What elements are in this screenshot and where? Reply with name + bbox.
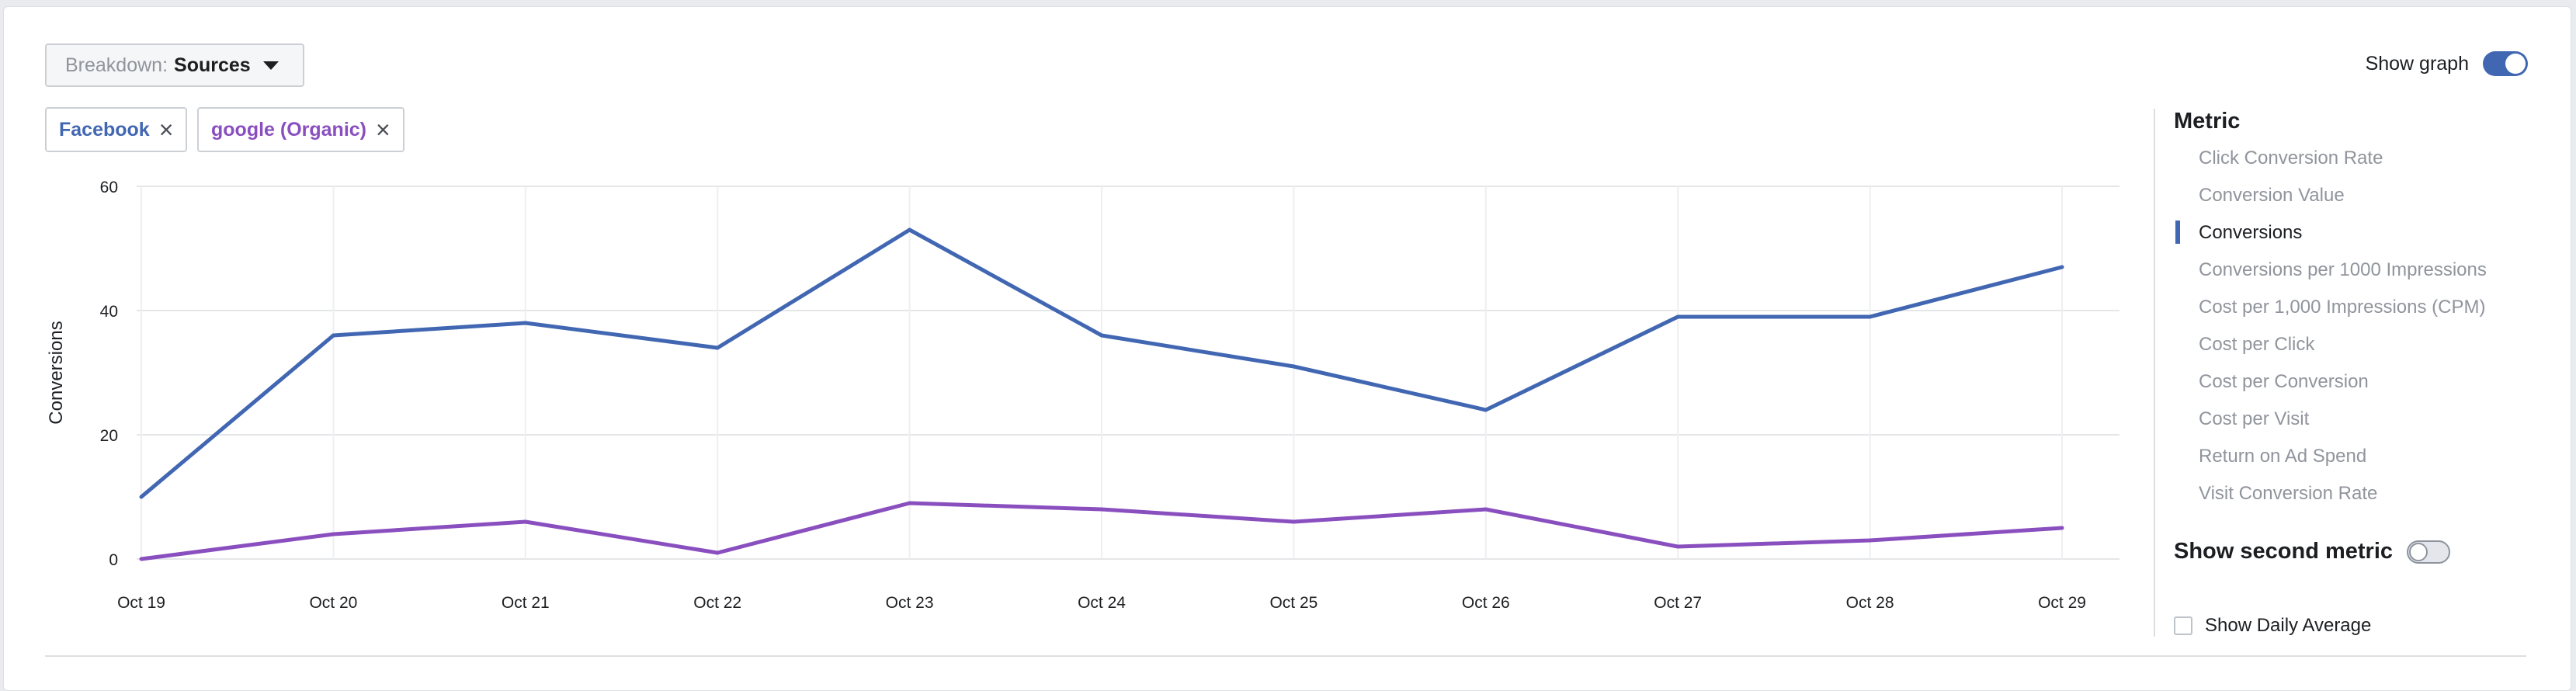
breakdown-value: Sources: [174, 54, 251, 76]
metric-item[interactable]: Cost per Conversion: [2199, 371, 2369, 392]
metric-item[interactable]: Conversions per 1000 Impressions: [2199, 259, 2487, 280]
divider: [45, 655, 2526, 657]
data-point: [139, 557, 144, 561]
show-graph-toggle[interactable]: [2483, 51, 2528, 76]
x-tick-label: Oct 29: [2038, 594, 2086, 612]
breakdown-label: Breakdown:: [65, 54, 168, 76]
second-metric-label: Show second metric: [2174, 539, 2394, 564]
data-point: [1099, 507, 1104, 512]
daily-average-label: Show Daily Average: [2205, 615, 2372, 636]
data-point: [331, 532, 335, 536]
breakdown-dropdown[interactable]: Breakdown: Sources: [45, 43, 304, 87]
metric-item[interactable]: Conversions: [2199, 222, 2303, 243]
data-point: [1868, 538, 1873, 543]
metric-item[interactable]: Conversion Value: [2199, 185, 2345, 206]
second-metric-control: Show second metric: [2174, 539, 2451, 564]
daily-average-checkbox[interactable]: [2174, 616, 2192, 635]
metric-panel: Metric Click Conversion Rate Conversion V…: [2154, 109, 2543, 637]
active-metric-indicator: [2175, 220, 2180, 244]
daily-average-control[interactable]: Show Daily Average: [2174, 615, 2371, 637]
metric-item[interactable]: Cost per Visit: [2199, 408, 2310, 429]
data-point: [715, 550, 720, 555]
x-tick-label: Oct 24: [1078, 594, 1126, 612]
x-tick-label: Oct 28: [1846, 594, 1894, 612]
data-point: [523, 519, 528, 524]
y-tick-label: 20: [100, 427, 118, 445]
data-point: [139, 495, 144, 499]
x-tick-label: Oct 22: [693, 594, 741, 612]
chart-svg: 0 20 40 60 Oct 19 Oct 20 Oct 21 Oct 22 Oct 23 Oct…: [46, 179, 2119, 612]
toggle-knob: [2409, 542, 2428, 561]
metric-item[interactable]: Cost per 1,000 Impressions (CPM): [2199, 297, 2486, 318]
x-tick-label: Oct 27: [1654, 594, 1702, 612]
y-tick-label: 40: [100, 303, 118, 321]
data-point: [715, 346, 720, 350]
data-point: [1291, 364, 1296, 369]
close-icon[interactable]: ×: [158, 116, 174, 144]
x-tick-label: Oct 21: [502, 594, 550, 612]
close-icon[interactable]: ×: [376, 116, 391, 144]
metric-item[interactable]: Cost per Click: [2199, 334, 2315, 355]
data-point: [2060, 265, 2064, 269]
data-point: [1484, 507, 1488, 512]
show-graph-label: Show graph: [2365, 52, 2469, 75]
x-tick-label: Oct 19: [117, 594, 165, 612]
toggle-knob: [2505, 54, 2526, 74]
filter-chip-facebook[interactable]: Facebook ×: [45, 107, 188, 152]
x-tick-label: Oct 23: [886, 594, 934, 612]
conversions-chart: 0 20 40 60 Oct 19 Oct 20 Oct 21 Oct 22 Oct 23 Oct…: [31, 163, 2143, 629]
x-tick-label: Oct 25: [1269, 594, 1318, 612]
metric-panel-title: Metric: [2174, 109, 2241, 134]
data-point: [523, 321, 528, 325]
y-tick-label: 60: [100, 179, 118, 196]
data-point: [1291, 519, 1296, 524]
data-point: [908, 227, 912, 232]
data-point: [331, 333, 335, 338]
x-tick-label: Oct 26: [1462, 594, 1510, 612]
metric-item[interactable]: Click Conversion Rate: [2199, 148, 2383, 168]
y-axis-label: Conversions: [46, 321, 67, 424]
y-tick-label: 0: [109, 551, 118, 569]
data-point: [1675, 314, 1680, 319]
data-point: [1484, 408, 1488, 412]
x-tick-label: Oct 20: [309, 594, 357, 612]
caret-down-icon: [262, 61, 279, 70]
report-card: [3, 6, 2571, 691]
data-point: [1868, 314, 1873, 319]
show-graph-control: Show graph: [2366, 51, 2528, 76]
data-point: [2060, 526, 2064, 530]
metric-item[interactable]: Return on Ad Spend: [2199, 446, 2367, 467]
metric-item[interactable]: Visit Conversion Rate: [2199, 483, 2378, 504]
data-point: [1099, 333, 1104, 338]
data-point: [1675, 544, 1680, 549]
data-point: [908, 501, 912, 505]
filter-chip-google-organic[interactable]: google (Organic) ×: [197, 107, 404, 152]
second-metric-toggle[interactable]: [2407, 540, 2451, 564]
filter-chip-label: Facebook: [59, 118, 150, 141]
filter-chip-label: google (Organic): [211, 118, 366, 141]
